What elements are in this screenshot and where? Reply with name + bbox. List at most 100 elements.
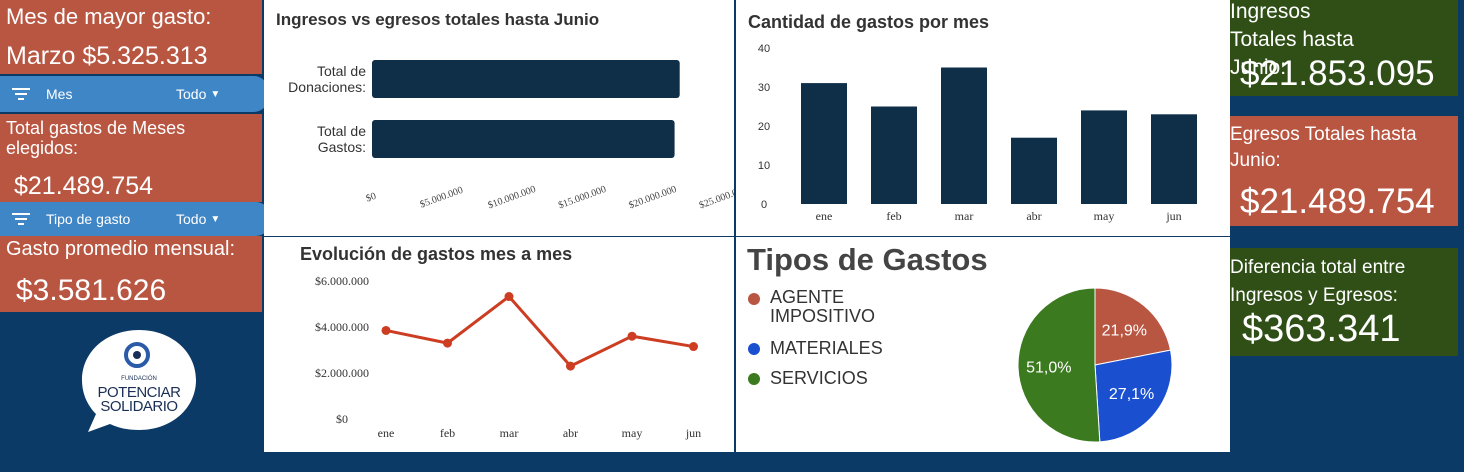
chart3-point-abr [566,361,575,371]
chart2-bar-abr [1011,137,1057,204]
total-selected-label: Total gastos de Meses elegidos: [6,118,186,158]
chart3-point-jun [689,342,698,352]
panel-evolucion [264,237,734,452]
chart2-xtick-feb: feb [886,209,901,223]
chart1-bar-1 [372,120,675,158]
chart3-xtick-abr: abr [563,426,578,440]
pie-slice-1 [1094,349,1173,443]
ingresos-label: Ingresos Totales hasta Junio: [1230,0,1354,79]
chart3-ytick-3: $6.000.000 [315,274,369,288]
chart3-ytick-1: $2.000.000 [315,366,369,380]
type-filter[interactable]: Tipo de gasto Todo ▼ [0,202,270,236]
chart3-point-ene [381,325,391,335]
legend-dot-icon [748,293,760,305]
avg-label: Gasto promedio mensual: [6,238,236,260]
avg-card: Gasto promedio mensual: $3.581.626 [0,236,262,312]
legend-label-materiales: MATERIALES [770,338,883,358]
egresos-value: $21.489.754 [1240,182,1435,221]
chart3-point-may [627,331,637,341]
chart4-svg: 21,9% 27,1% 51,0% [1017,287,1173,443]
chart2-xtick-mar: mar [955,209,974,223]
diff-value: $363.341 [1242,308,1401,350]
pie-slice-2 [1017,287,1101,443]
chart2-bar-jun [1151,114,1197,204]
chart1-svg: $0 $5.000.000 $10.000.000 $15.000.000 $20.00… [365,60,734,211]
filter-icon [12,213,30,225]
chart1-xtick-4: $20.000.000 [627,184,678,211]
chart2-ytick-2: 20 [758,121,770,133]
pie-slice-0 [1094,287,1172,366]
chart1-xtick-5: $25.000.000 [698,184,734,211]
chart2-bar-ene [801,83,847,204]
legend-label-agente: AGENTE IMPOSITIVO [770,287,876,326]
chevron-down-icon: ▼ [210,213,221,225]
chart2-title: Cantidad de gastos por mes [748,12,990,32]
diff-card: Diferencia total entre Ingresos y Egreso… [1230,248,1458,356]
chart2-ytick-4: 40 [758,43,770,55]
chart1-bar-0 [372,60,680,98]
chart2-xtick-abr: abr [1026,209,1041,223]
legend-item-agente: AGENTE IMPOSITIVO [748,288,910,326]
chart3-xtick-jun: jun [685,426,701,440]
chart3-xtick-may: may [622,426,643,440]
month-filter-label: Mes [46,86,73,102]
chart3-ytick-2: $4.000.000 [315,320,369,334]
chart1-title: Ingresos vs egresos totales hasta Junio [276,10,600,29]
chart3-xtick-feb: feb [440,426,455,440]
legend-item-materiales: MATERIALES [748,338,883,359]
chart3-title: Evolución de gastos mes a mes [300,244,573,264]
pie-label-2: 51,0% [1026,359,1071,376]
filter-icon [12,88,30,100]
logo-line3: SOLIDARIO [100,398,178,415]
chart3-series-line [385,294,694,368]
pie-label-0: 21,9% [1102,322,1147,339]
chart2-xtick-may: may [1094,209,1115,223]
panel-ingresos-egresos [264,0,734,236]
avg-value: $3.581.626 [16,274,167,307]
chart1-xtick-3: $15.000.000 [557,184,608,211]
chart3-ytick-0: $0 [336,412,348,426]
month-filter[interactable]: Mes Todo ▼ [0,76,268,112]
logo-bubble [82,330,196,432]
chart2-xtick-ene: ene [816,209,833,223]
chart1-xtick-2: $10.000.000 [487,184,538,211]
pie-label-1: 27,1% [1109,386,1154,403]
ingresos-card: Ingresos Totales hasta Junio: $21.853.09… [1230,0,1458,96]
legend-label-servicios: SERVICIOS [770,368,868,388]
chart3-xtick-ene: ene [378,426,395,440]
max-month-label: Mes de mayor gasto: [6,4,212,29]
month-filter-value: Todo [176,86,207,102]
max-month-value: Marzo $5.325.313 [6,42,208,70]
chart2-bar-may [1081,110,1127,204]
chart2-ytick-3: 30 [758,82,770,94]
max-month-card: Mes de mayor gasto: Marzo $5.325.313 [0,0,262,74]
chart1-xtick-0: $0 [365,191,378,205]
logo: FUNDACIÓN POTENCIAR SOLIDARIO [80,328,198,436]
ingresos-value: $21.853.095 [1240,54,1435,93]
logo-line1: FUNDACIÓN [121,376,157,382]
type-filter-value: Todo [176,211,207,227]
chart1-cat-1: Total de Gastos: [316,123,366,155]
chart2-bar-mar [941,67,987,204]
chart2-ytick-0: 0 [761,199,767,211]
chevron-down-icon: ▼ [210,88,221,100]
total-selected-value: $21.489.754 [14,172,154,200]
chart2-ytick-1: 10 [758,160,770,172]
chart3-point-feb [443,338,452,348]
legend-item-servicios: SERVICIOS [748,368,868,389]
chart1-xtick-1: $5.000.000 [419,185,465,211]
chart4-title: Tipos de Gastos [747,242,988,277]
diff-label: Diferencia total entre Ingresos y Egreso… [1230,257,1406,306]
chart2-svg: 0 10 20 30 40 ene feb mar abr may jun [758,43,1197,223]
chart3-point-mar [504,292,514,302]
total-selected-card: Total gastos de Meses elegidos: $21.489.… [0,114,262,202]
legend-dot-icon [748,373,760,385]
legend-dot-icon [748,343,760,355]
logo-line2: POTENCIAR [97,384,181,401]
chart3-svg: $0 $2.000.000 $4.000.000 $6.000.000 ene feb ma… [315,274,701,440]
egresos-card: Egresos Totales hasta Junio: $21.489.754 [1230,116,1458,226]
chart3-xtick-mar: mar [500,426,519,440]
type-filter-label: Tipo de gasto [46,211,131,227]
chart1-cat-0: Total de Donaciones: [288,63,366,95]
chart2-xtick-jun: jun [1165,209,1181,223]
